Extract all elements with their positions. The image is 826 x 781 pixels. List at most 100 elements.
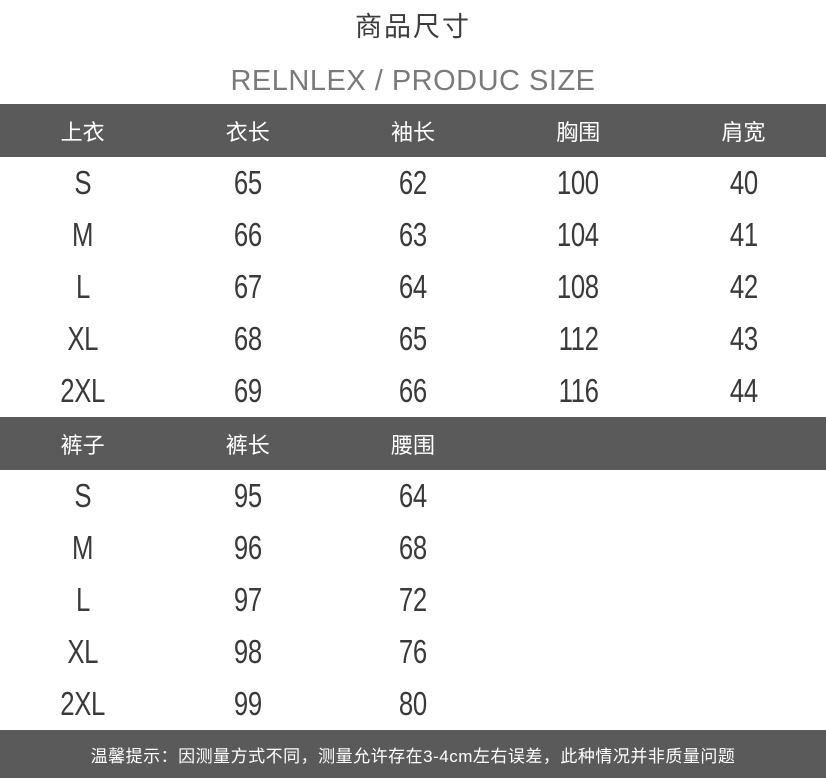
size-label: S [74,477,91,514]
size-label-cell: L [0,261,165,313]
pants-header-category: 裤子 [60,432,105,458]
value-cell: 43 [661,313,826,365]
pants-header-waist: 腰围 [390,432,435,458]
value: 72 [399,581,427,618]
value-cell: 65 [330,313,495,365]
value: 76 [399,633,427,670]
size-label-cell: XL [0,626,165,678]
size-label: 2XL [60,685,105,722]
value-cell: 41 [661,209,826,261]
tops-header-chest: 胸围 [556,119,601,145]
value: 104 [557,216,600,253]
value: 68 [399,529,427,566]
value: 41 [729,216,758,253]
value: 112 [558,320,599,357]
pants-header-length: 裤长 [225,432,270,458]
tops-size-table: 上衣 衣长 袖长 胸围 肩宽 S 65 62 100 40 M 66 63 10… [0,104,826,417]
value: 66 [233,216,262,253]
value-cell: 64 [330,470,495,522]
size-label-cell: 2XL [0,678,165,730]
value-cell: 108 [496,261,661,313]
table-row: 2XL 99 80 [0,678,826,730]
value-cell: 64 [330,261,495,313]
value: 43 [729,320,758,357]
size-label: S [74,164,91,201]
value: 42 [729,268,758,305]
value-cell: 68 [165,313,330,365]
value-cell: 97 [165,574,330,626]
value: 64 [399,477,427,514]
value-cell: 42 [661,261,826,313]
value: 69 [233,372,262,409]
tops-header-shoulder: 肩宽 [721,119,766,145]
size-label: L [75,268,90,305]
size-label-cell: 2XL [0,365,165,417]
size-label: 2XL [60,372,105,409]
table-row: XL 98 76 [0,626,826,678]
value-cell: 96 [165,522,330,574]
value-cell: 66 [330,365,495,417]
size-label-cell: S [0,470,165,522]
value-cell: 68 [330,522,495,574]
table-row: S 95 64 [0,470,826,522]
title-area: 商品尺寸 RELNLEX / PRODUC SIZE [0,0,826,104]
value-cell: 116 [496,365,661,417]
pants-size-table: 裤子 裤长 腰围 S 95 64 M 96 68 L 97 72 XL 98 7… [0,417,826,730]
value: 65 [233,164,262,201]
size-label: L [75,581,90,618]
size-label-cell: M [0,522,165,574]
value: 62 [399,164,427,201]
value: 99 [233,685,262,722]
value: 64 [399,268,427,305]
tops-table-header-row: 上衣 衣长 袖长 胸围 肩宽 [0,104,826,157]
value: 63 [399,216,427,253]
value: 95 [233,477,262,514]
value-cell: 99 [165,678,330,730]
table-row: L 97 72 [0,574,826,626]
tops-header-category: 上衣 [60,119,105,145]
table-row: M 96 68 [0,522,826,574]
page-title: 商品尺寸 [355,12,471,42]
value: 108 [557,268,600,305]
value: 97 [233,581,262,618]
value: 100 [557,164,600,201]
table-row: XL 68 65 112 43 [0,313,826,365]
value: 98 [233,633,262,670]
value: 40 [729,164,758,201]
value-cell: 95 [165,470,330,522]
table-row: 2XL 69 66 116 44 [0,365,826,417]
value-cell: 69 [165,365,330,417]
value: 96 [233,529,262,566]
value-cell: 63 [330,209,495,261]
value-cell: 40 [661,157,826,209]
value-cell: 104 [496,209,661,261]
size-label: M [72,216,94,253]
value-cell: 62 [330,157,495,209]
value-cell: 66 [165,209,330,261]
value-cell: 67 [165,261,330,313]
value: 67 [233,268,262,305]
size-label-cell: S [0,157,165,209]
size-label-cell: L [0,574,165,626]
pants-table-header-row: 裤子 裤长 腰围 [0,417,826,470]
size-label-cell: XL [0,313,165,365]
value: 68 [233,320,262,357]
value-cell: 100 [496,157,661,209]
value: 65 [399,320,427,357]
table-row: L 67 64 108 42 [0,261,826,313]
footer-notice-bar: 温馨提示：因测量方式不同，测量允许存在3-4cm左右误差，此种情况并非质量问题 [0,730,826,778]
value-cell: 72 [330,574,495,626]
value: 80 [399,685,427,722]
size-label-cell: M [0,209,165,261]
tops-header-sleeve: 袖长 [390,119,435,145]
page-subtitle: RELNLEX / PRODUC SIZE [230,65,596,97]
value-cell: 112 [496,313,661,365]
size-label: XL [67,320,98,357]
value: 44 [729,372,758,409]
value-cell: 65 [165,157,330,209]
table-row: S 65 62 100 40 [0,157,826,209]
footer-notice: 温馨提示：因测量方式不同，测量允许存在3-4cm左右误差，此种情况并非质量问题 [90,746,736,766]
size-label: M [72,529,94,566]
table-row: M 66 63 104 41 [0,209,826,261]
tops-header-length: 衣长 [225,119,270,145]
